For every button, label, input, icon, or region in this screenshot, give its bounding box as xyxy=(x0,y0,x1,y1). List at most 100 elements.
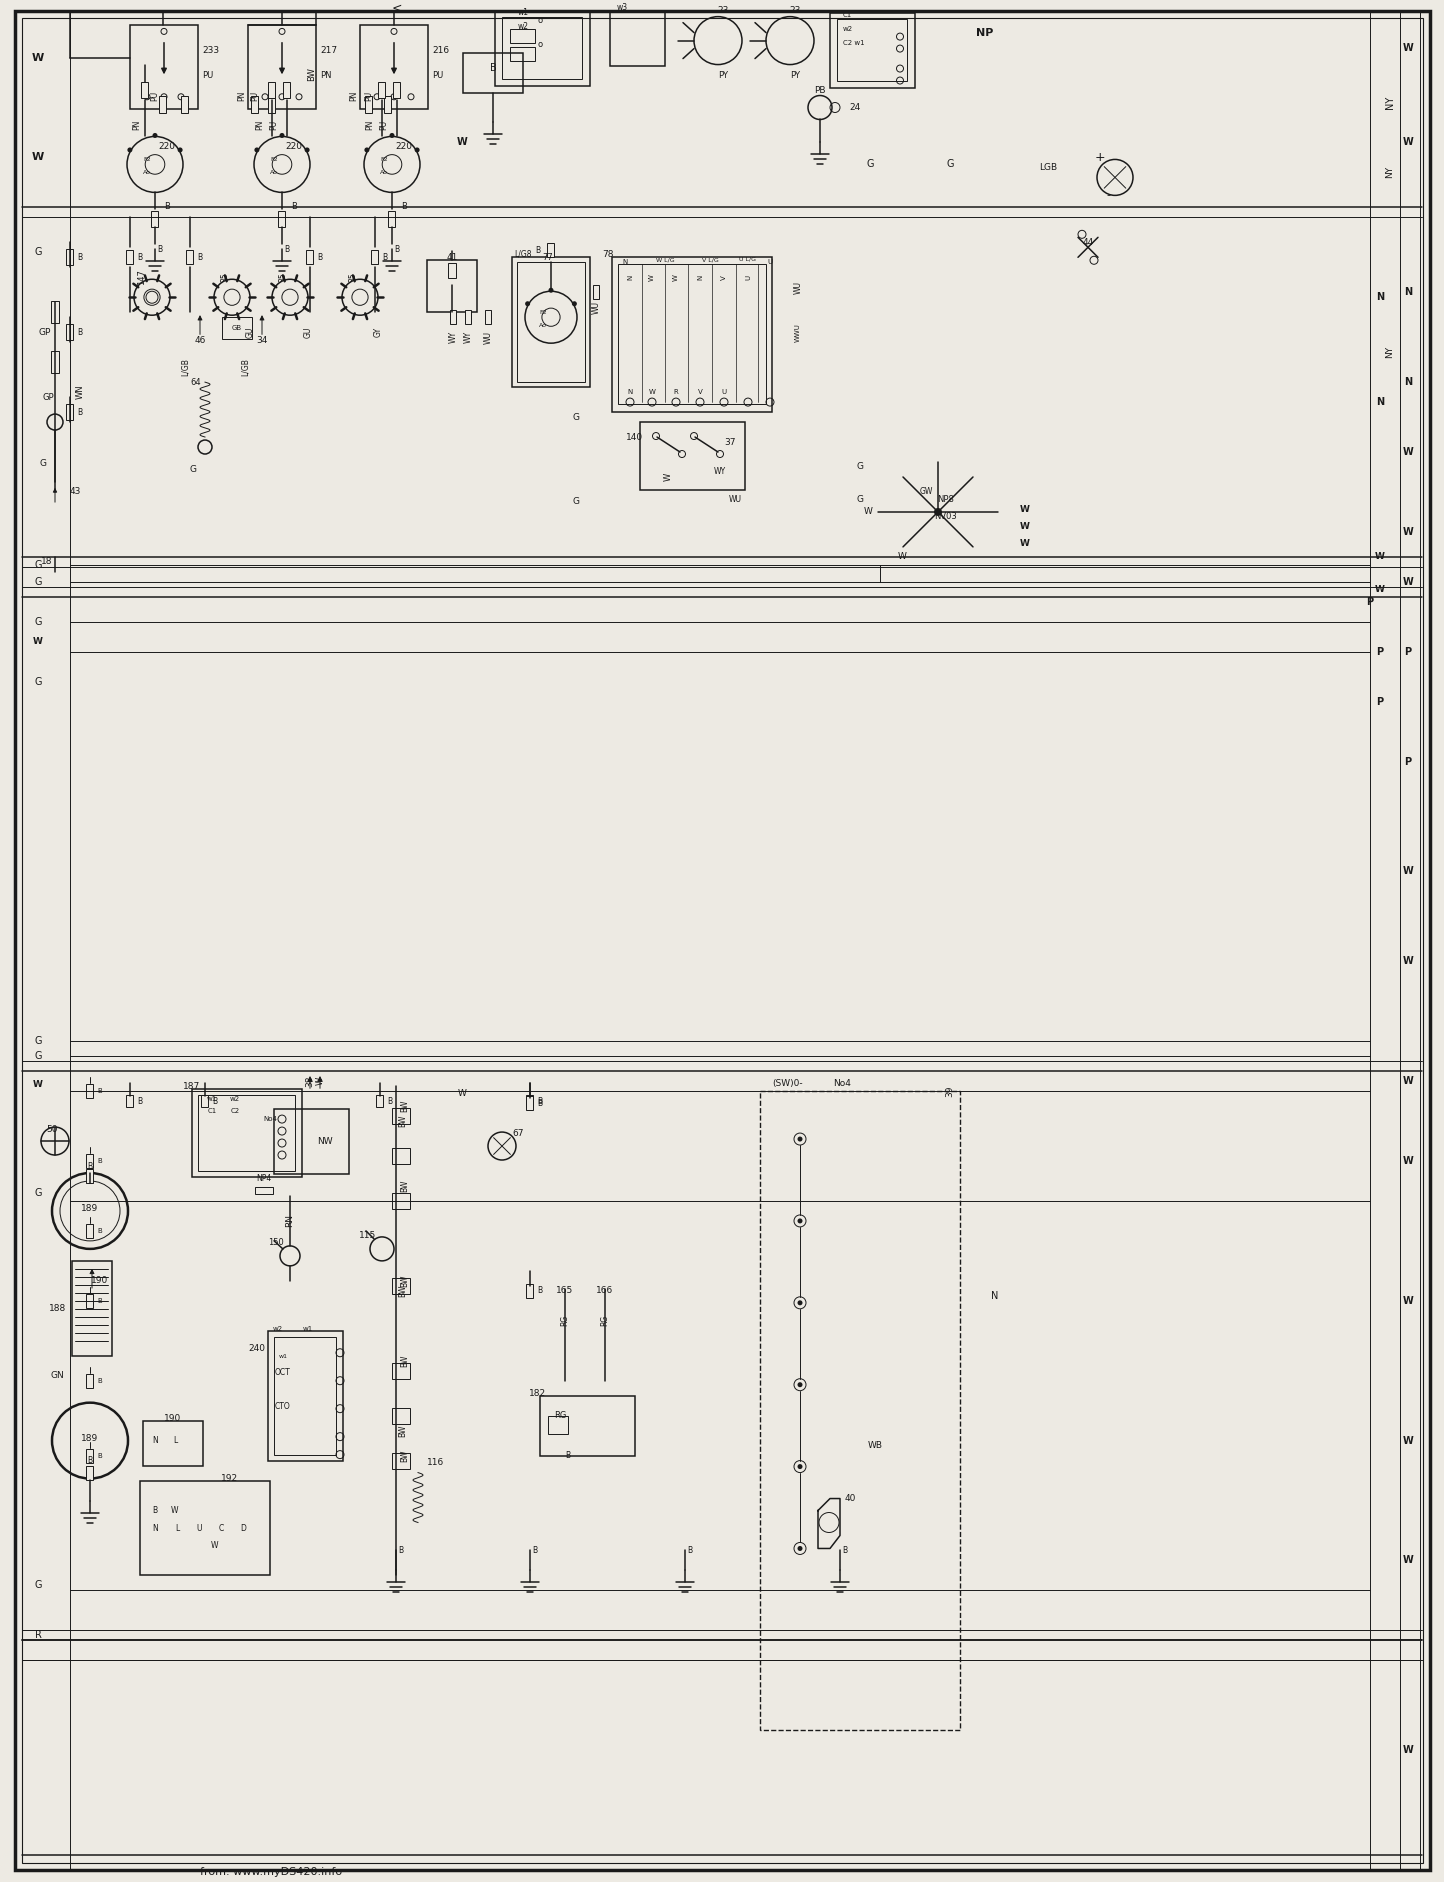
Text: PN: PN xyxy=(321,72,332,81)
Text: OCT: OCT xyxy=(276,1368,290,1378)
Bar xyxy=(87,1449,94,1462)
Text: PB: PB xyxy=(814,87,826,94)
Circle shape xyxy=(797,1137,803,1142)
Circle shape xyxy=(934,508,941,516)
Text: R: R xyxy=(35,1630,42,1641)
Bar xyxy=(485,311,491,324)
Text: 150: 150 xyxy=(269,1238,284,1248)
Text: 217: 217 xyxy=(321,45,336,55)
Bar xyxy=(593,286,599,299)
Text: 44: 44 xyxy=(1083,237,1093,247)
Text: B: B xyxy=(98,1088,103,1093)
Circle shape xyxy=(254,147,260,152)
Bar xyxy=(760,1092,960,1730)
Text: 216: 216 xyxy=(432,45,449,55)
Circle shape xyxy=(305,147,309,152)
Bar xyxy=(159,96,166,113)
Text: Ao: Ao xyxy=(539,322,547,327)
Text: RG: RG xyxy=(554,1412,566,1421)
Text: C1: C1 xyxy=(208,1108,217,1114)
Bar xyxy=(51,301,59,324)
Bar xyxy=(186,250,193,263)
Circle shape xyxy=(797,1381,803,1387)
Text: GW: GW xyxy=(920,487,933,497)
Text: 188: 188 xyxy=(49,1304,66,1314)
Text: N: N xyxy=(1376,397,1383,407)
Bar xyxy=(527,1095,533,1110)
Text: B: B xyxy=(137,1097,143,1105)
Text: B: B xyxy=(78,327,82,337)
Bar xyxy=(495,11,591,85)
Text: 189: 189 xyxy=(81,1204,98,1214)
Text: R: R xyxy=(673,390,679,395)
Text: L/GB: L/GB xyxy=(180,358,189,376)
Text: G: G xyxy=(39,459,46,469)
Text: PY: PY xyxy=(718,72,728,81)
Bar xyxy=(66,405,74,420)
Text: N: N xyxy=(1376,292,1383,303)
Text: 192: 192 xyxy=(221,1474,238,1483)
Bar xyxy=(527,1095,533,1107)
Text: W: W xyxy=(456,137,468,147)
Text: BW: BW xyxy=(399,1425,407,1436)
Text: G: G xyxy=(856,495,864,504)
Text: PN: PN xyxy=(365,119,374,130)
Text: G: G xyxy=(35,1037,42,1046)
Bar xyxy=(66,324,74,341)
Text: W: W xyxy=(1402,866,1414,877)
Text: 39: 39 xyxy=(946,1086,954,1097)
Text: N: N xyxy=(1404,376,1412,388)
Text: WU: WU xyxy=(729,495,742,504)
Text: RN: RN xyxy=(286,1214,295,1227)
Text: 240: 240 xyxy=(248,1344,266,1353)
Text: P: P xyxy=(1376,647,1383,657)
Text: 140: 140 xyxy=(627,433,644,442)
Text: 220: 220 xyxy=(396,141,413,151)
Text: W: W xyxy=(458,1088,466,1097)
Bar xyxy=(391,1278,410,1293)
Text: B: B xyxy=(401,201,407,211)
Text: PN: PN xyxy=(349,90,358,102)
Text: B: B xyxy=(399,1545,403,1555)
Text: +: + xyxy=(1095,151,1105,164)
Text: RG: RG xyxy=(601,1316,609,1327)
Text: w1: w1 xyxy=(206,1095,217,1103)
Text: 220: 220 xyxy=(286,141,302,151)
Bar xyxy=(87,1154,94,1169)
Text: PU: PU xyxy=(150,90,159,100)
Bar xyxy=(87,1223,94,1238)
Text: B: B xyxy=(88,1457,92,1464)
Text: B: B xyxy=(537,1099,543,1108)
Text: U: U xyxy=(722,390,726,395)
Text: P: P xyxy=(1366,597,1373,606)
Text: B: B xyxy=(88,1161,92,1171)
Bar xyxy=(618,263,765,405)
Circle shape xyxy=(127,147,133,152)
Text: G: G xyxy=(35,247,42,258)
Bar xyxy=(152,211,159,228)
Text: W: W xyxy=(648,390,656,395)
Text: NY: NY xyxy=(1385,346,1395,358)
Circle shape xyxy=(572,301,578,307)
Text: W: W xyxy=(1402,1077,1414,1086)
Text: V: V xyxy=(721,275,726,280)
Text: B: B xyxy=(536,247,540,254)
Bar xyxy=(269,81,276,98)
Text: B: B xyxy=(98,1299,103,1304)
Bar xyxy=(274,1108,349,1174)
Bar xyxy=(527,1284,533,1299)
Text: B: B xyxy=(98,1453,103,1459)
Text: 166: 166 xyxy=(596,1285,614,1295)
Text: L: L xyxy=(173,1436,178,1445)
Text: BW: BW xyxy=(399,1285,407,1297)
Bar xyxy=(87,1293,94,1308)
Text: N: N xyxy=(697,275,703,280)
Text: B: B xyxy=(98,1157,103,1163)
Bar xyxy=(391,1193,410,1208)
Bar xyxy=(182,96,189,113)
Bar xyxy=(306,250,313,263)
Text: NP8: NP8 xyxy=(937,495,954,504)
Text: W: W xyxy=(315,1077,325,1086)
Circle shape xyxy=(390,134,394,137)
Bar xyxy=(127,1095,133,1107)
